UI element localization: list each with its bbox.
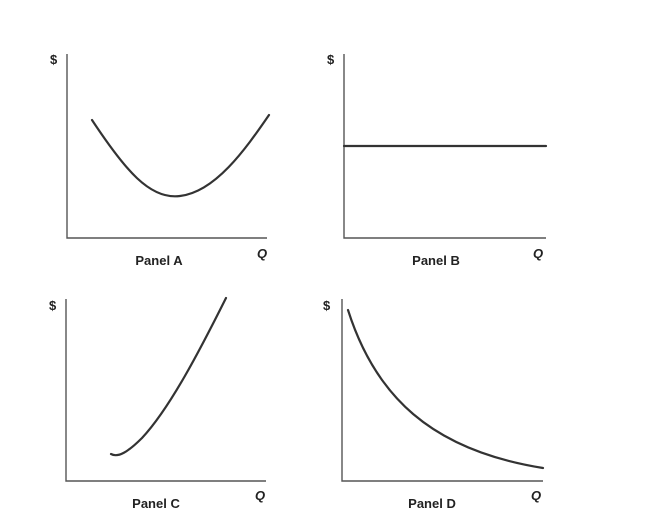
panel-a-axes xyxy=(66,54,267,239)
panel-d-title: Panel D xyxy=(408,496,456,511)
panel-a-x-axis-label: Q xyxy=(257,246,267,261)
panel-c-x-axis-label: Q xyxy=(255,488,265,503)
panel-b-axes xyxy=(343,54,546,239)
panel-a-u-curve xyxy=(90,113,271,198)
panel-d-axes xyxy=(341,299,543,482)
panel-b: $ Panel B Q xyxy=(327,52,548,268)
panel-c-y-axis-label: $ xyxy=(49,298,57,313)
panel-d-y-axis-label: $ xyxy=(323,298,331,313)
panel-d: $ Panel D Q xyxy=(323,298,545,511)
panel-c-axes xyxy=(65,299,266,482)
panel-b-title: Panel B xyxy=(412,253,460,268)
panel-d-downward-curve xyxy=(346,308,545,470)
panel-b-x-axis-label: Q xyxy=(533,246,543,261)
panel-a-title: Panel A xyxy=(135,253,183,268)
panel-b-y-axis-label: $ xyxy=(327,52,335,67)
panel-c: $ Panel C Q xyxy=(49,296,266,511)
panel-a-y-axis-label: $ xyxy=(50,52,58,67)
panel-a: $ Panel A Q xyxy=(50,52,271,268)
panel-c-upward-curve xyxy=(109,296,228,457)
panel-d-x-axis-label: Q xyxy=(531,488,541,503)
panel-c-title: Panel C xyxy=(132,496,180,511)
